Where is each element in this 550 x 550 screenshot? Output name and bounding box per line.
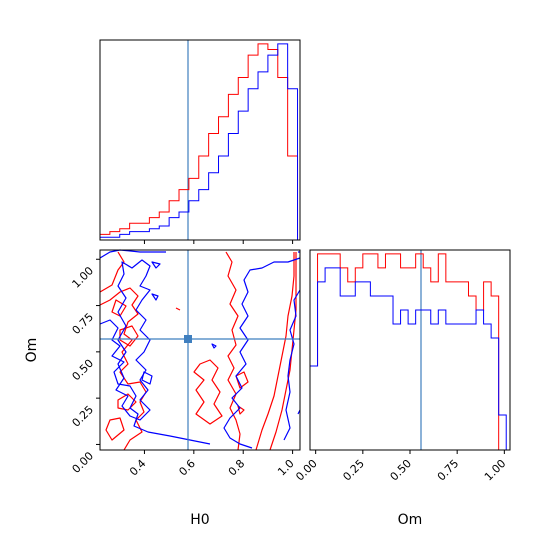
om-hist-xtick-label: 0.75 [435,457,462,484]
panel-h0-om-contour: 0.4 0.6 0.8 1.00.000.250.500.751.00 H0 Om [24,249,301,528]
blue-contour-right-inner [283,289,301,441]
red-contour-blob [235,371,249,415]
blue-contour-left-small [141,261,161,385]
contour-frame [99,249,301,451]
panel-om-histogram: 0.00 0.25 0.50 0.75 1.00 Om [293,249,511,528]
om-hist-xtick-label: 0.00 [293,457,320,484]
x-axis-label-h0: H0 [190,512,209,528]
om-ytick-label: 1.00 [70,264,97,291]
red-contour-left-outer [99,251,147,451]
h0-xtick-label: 0.6 [176,457,198,479]
truth-marker [184,335,192,343]
om-hist-xtick-label: 0.50 [388,457,415,484]
om-ytick-label: 0.00 [70,449,97,476]
h0-histogram-series-blue [99,43,299,240]
x-axis-label-om: Om [398,512,423,528]
h0-xtick-label: 0.8 [226,457,248,479]
om-histogram-ticks: 0.00 0.25 0.50 0.75 1.00 [293,450,508,483]
om-histogram-series-blue [309,267,507,450]
om-ytick-label: 0.50 [70,357,97,384]
blue-contour-right-outer [223,257,301,449]
red-contour-right-inner [255,252,297,451]
h0-histogram-frame [99,39,301,241]
red-contour-center [175,307,223,425]
blue-contour-dot [211,343,217,349]
panel-h0-histogram [99,39,301,244]
om-hist-xtick-label: 1.00 [482,457,509,484]
om-histogram-series [309,253,507,451]
om-ytick-label: 0.25 [70,403,97,430]
om-ytick-label: 0.75 [70,310,97,337]
h0-xtick-label: 0.4 [127,457,149,479]
blue-contour-left-outer [99,249,211,445]
h0-histogram-series [99,43,299,244]
y-axis-label-om: Om [24,338,40,363]
om-histogram-series-red [309,253,507,451]
contours-blue [99,249,301,449]
blue-contour-left-inner [115,259,151,421]
contours-red [99,251,297,451]
red-contour-right-outer [225,251,241,451]
contour-ticks: 0.4 0.6 0.8 1.00.000.250.500.751.00 [70,258,297,479]
h0-histogram-series-red [99,43,299,240]
om-hist-xtick-label: 0.25 [340,457,367,484]
